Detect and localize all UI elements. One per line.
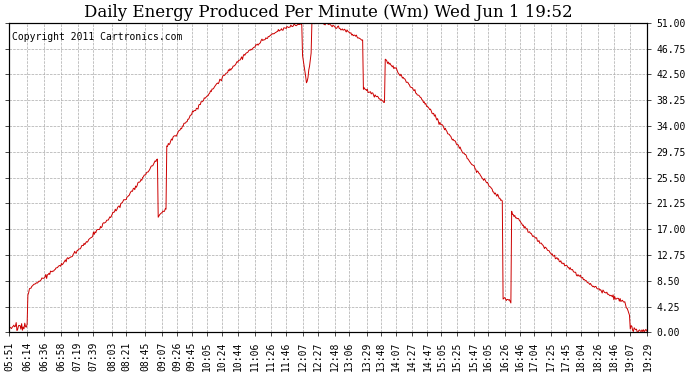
Title: Daily Energy Produced Per Minute (Wm) Wed Jun 1 19:52: Daily Energy Produced Per Minute (Wm) We… bbox=[84, 4, 573, 21]
Text: Copyright 2011 Cartronics.com: Copyright 2011 Cartronics.com bbox=[12, 32, 183, 42]
